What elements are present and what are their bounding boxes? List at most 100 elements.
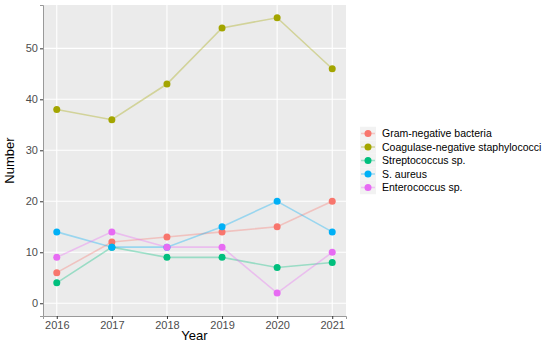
- y-axis-title: Number: [2, 137, 17, 184]
- legend-key-bg: [360, 127, 376, 141]
- series-point: [163, 254, 170, 261]
- legend-key-point: [365, 144, 372, 151]
- series-line: [57, 201, 332, 247]
- y-tick-mark: [40, 303, 43, 304]
- x-tick: 2020: [265, 316, 289, 331]
- series-point: [329, 65, 336, 72]
- series-point: [53, 254, 60, 261]
- series-point: [108, 116, 115, 123]
- y-axis-line: [40, 6, 44, 317]
- series-point: [274, 14, 281, 21]
- x-tick: 2021: [320, 316, 344, 331]
- y-tick-label: 20: [26, 195, 38, 207]
- x-tick-label: 2017: [100, 319, 124, 331]
- series-point: [274, 198, 281, 205]
- legend-item: Gram-negative bacteria: [360, 127, 492, 141]
- series-point: [53, 279, 60, 286]
- x-tick-label: 2016: [45, 319, 69, 331]
- series-point: [163, 244, 170, 251]
- x-tick: 2017: [100, 316, 124, 331]
- y-tick: 10: [26, 246, 43, 258]
- y-axis: 0 10 20 30 40 50: [26, 6, 44, 317]
- x-grid-line: [111, 5, 112, 316]
- series-line: [57, 18, 332, 120]
- series-point: [163, 244, 170, 251]
- legend-key-bg: [360, 154, 376, 168]
- series-point: [219, 254, 226, 261]
- x-tick: 2018: [155, 316, 179, 331]
- series-point: [274, 264, 281, 271]
- x-tick-label: 2020: [265, 319, 289, 331]
- legend-key-point: [365, 130, 372, 137]
- series-point: [163, 233, 170, 240]
- y-tick-mark: [40, 99, 43, 100]
- x-axis-title: Year: [181, 328, 208, 343]
- y-tick-label: 40: [26, 93, 38, 105]
- legend-key-point: [365, 184, 372, 191]
- plot: 2016 2017 2018 2019 2020 2021 0 10 20 30 40 50: [26, 5, 347, 331]
- y-tick-label: 10: [26, 246, 38, 258]
- x-tick-label: 2019: [210, 319, 234, 331]
- grid: [43, 5, 346, 316]
- series-point: [329, 198, 336, 205]
- x-tick: 2019: [210, 316, 234, 331]
- y-grid-line: [43, 48, 346, 49]
- series-line: [57, 201, 332, 272]
- legend-key-bg: [360, 167, 376, 181]
- series-point: [53, 269, 60, 276]
- x-grid-line: [332, 5, 333, 316]
- y-tick: 50: [26, 42, 43, 54]
- legend-item: Coagulase-negative staphylococci: [360, 140, 541, 154]
- y-grid-line: [43, 201, 346, 202]
- legend-key-point: [365, 171, 372, 178]
- legend-key-point: [365, 157, 372, 164]
- panel-background: [43, 5, 346, 316]
- series-point: [274, 290, 281, 297]
- series-line: [57, 232, 332, 293]
- x-tick: 2016: [45, 316, 69, 331]
- series-marks: [53, 14, 335, 296]
- series-point: [219, 223, 226, 230]
- x-grid-line: [221, 5, 222, 316]
- legend-label: S. aureus: [382, 168, 427, 180]
- series-point: [329, 249, 336, 256]
- legend-key-bg: [360, 140, 376, 154]
- y-tick: 30: [26, 144, 43, 156]
- legend-item: Enterococcus sp.: [360, 181, 463, 195]
- series-point: [53, 106, 60, 113]
- legend-item: Streptococcus sp.: [360, 154, 465, 168]
- series-point: [219, 24, 226, 31]
- y-tick-label: 30: [26, 144, 38, 156]
- legend-label: Gram-negative bacteria: [382, 127, 492, 139]
- y-tick-label: 50: [26, 42, 38, 54]
- legend: Gram-negative bacteria Coagulase-negative…: [360, 127, 541, 195]
- legend-label: Enterococcus sp.: [382, 181, 463, 193]
- y-grid-line: [43, 252, 346, 253]
- series-point: [329, 259, 336, 266]
- y-grid-line: [43, 99, 346, 100]
- x-tick-label: 2021: [320, 319, 344, 331]
- x-axis-line: [44, 317, 347, 320]
- series-point: [108, 244, 115, 251]
- y-tick: 0: [32, 297, 43, 309]
- legend-label: Streptococcus sp.: [382, 154, 465, 166]
- series-point: [219, 244, 226, 251]
- y-grid-line: [43, 303, 346, 304]
- y-grid-line: [43, 150, 346, 151]
- y-tick-mark: [40, 150, 43, 151]
- y-tick-label: 0: [32, 297, 38, 309]
- series-point: [53, 228, 60, 235]
- x-tick-label: 2018: [155, 319, 179, 331]
- y-tick-mark: [40, 201, 43, 202]
- legend-label: Coagulase-negative staphylococci: [382, 141, 541, 153]
- series-point: [329, 228, 336, 235]
- y-tick: 40: [26, 93, 43, 105]
- series-point: [274, 223, 281, 230]
- series-point: [108, 228, 115, 235]
- chart: 2016 2017 2018 2019 2020 2021 0 10 20 30 40 50 Year N…: [0, 0, 550, 344]
- series-line: [57, 247, 332, 283]
- series-point: [108, 244, 115, 251]
- y-tick: 20: [26, 195, 43, 207]
- legend-key-bg: [360, 181, 376, 195]
- y-tick-mark: [40, 48, 43, 49]
